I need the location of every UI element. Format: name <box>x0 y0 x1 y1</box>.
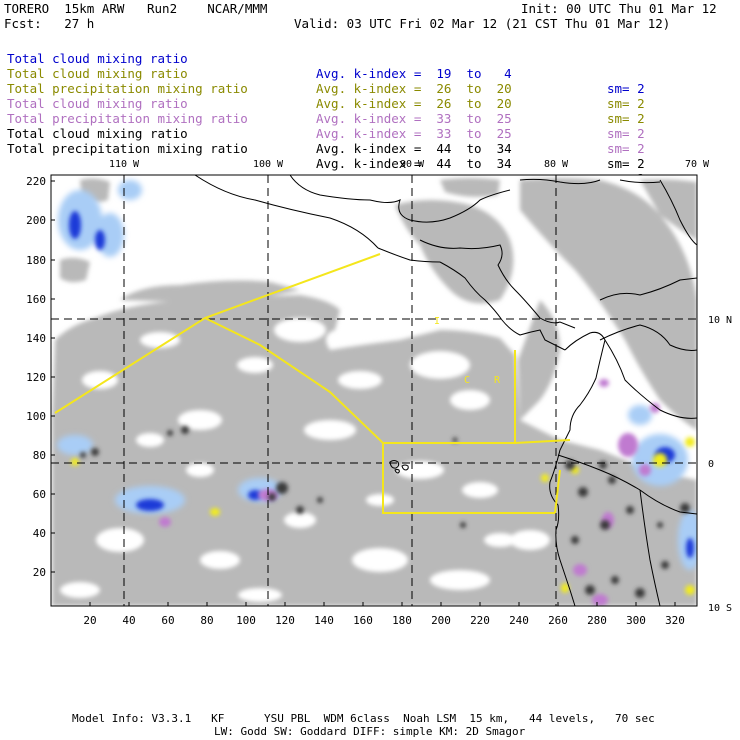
legend-row: Total cloud mixing ratio Avg. k-index = … <box>7 51 645 126</box>
cloud-gaps <box>60 318 550 602</box>
x-tick-label: 280 <box>587 614 607 627</box>
x-tick-label: 120 <box>275 614 295 627</box>
latitude-labels: 10 N 0 10 S <box>708 315 732 614</box>
y-tick-label: 180 <box>26 254 46 267</box>
x-tick-label: 300 <box>626 614 646 627</box>
x-tick-label: 320 <box>665 614 685 627</box>
annotation-letter: R <box>494 375 501 386</box>
dark-precip-core <box>80 426 690 598</box>
legend-field: Total precipitation mixing ratio <box>7 111 248 126</box>
legend-field: Total precipitation mixing ratio <box>7 141 248 156</box>
lat-label: 10 N <box>708 315 732 326</box>
x-tick-label: 240 <box>509 614 529 627</box>
valid-time: Valid: 03 UTC Fri 02 Mar 12 (21 CST Thu … <box>294 16 671 31</box>
lat-label: 0 <box>708 459 714 470</box>
physics-info: LW: Godd SW: Goddard DIFF: simple KM: 2D… <box>214 725 526 738</box>
x-tick-label: 200 <box>431 614 451 627</box>
x-tick-label: 160 <box>353 614 373 627</box>
init-time: Init: 00 UTC Thu 01 Mar 12 <box>521 1 717 16</box>
lon-label: 80 W <box>544 159 569 170</box>
legend-row: Total cloud mixing ratio Avg. k-index = … <box>7 36 645 111</box>
x-tick-label: 180 <box>392 614 412 627</box>
x-tick-label: 140 <box>314 614 334 627</box>
y-tick-label: 140 <box>26 332 46 345</box>
annotation-letter: I <box>434 316 440 327</box>
lon-label: 100 W <box>253 159 284 170</box>
model-info: Model Info: V3.3.1 KF YSU PBL WDM 6class… <box>72 712 655 725</box>
legend-row: Total precipitation mixing ratio Avg. k-… <box>7 66 645 141</box>
x-axis: 20 40 60 80 100 120 140 160 180 200 220 … <box>83 614 685 627</box>
legend-kindex: Avg. k-index = 19 to 4 <box>316 66 512 81</box>
legend-field: Total precipitation mixing ratio <box>7 81 248 96</box>
y-axis-ticks <box>51 180 55 573</box>
x-tick-label: 100 <box>236 614 256 627</box>
x-axis-ticks <box>89 602 676 606</box>
legend-field: Total cloud mixing ratio <box>7 96 188 111</box>
x-tick-label: 20 <box>83 614 96 627</box>
legend-kindex: Avg. k-index = 44 to 34 <box>316 156 512 171</box>
legend-field: Total cloud mixing ratio <box>7 66 188 81</box>
model-title: TORERO 15km ARW Run2 NCAR/MMM <box>4 1 268 16</box>
legend-sm: sm= 2 <box>607 81 645 96</box>
y-tick-label: 40 <box>33 527 46 540</box>
legend-kindex: Avg. k-index = 44 to 34 <box>316 141 512 156</box>
latlon-grid <box>51 175 697 606</box>
blue-cloud-core <box>69 211 694 558</box>
y-tick-label: 200 <box>26 214 46 227</box>
legend-sm: sm= 2 <box>607 96 645 111</box>
y-tick-label: 100 <box>26 410 46 423</box>
legend-sm: sm= 2 <box>607 111 645 126</box>
forecast-hour: Fcst: 27 h <box>4 16 95 31</box>
y-tick-label: 220 <box>26 175 46 188</box>
legend-sm: sm= 2 <box>607 126 645 141</box>
y-tick-label: 120 <box>26 371 46 384</box>
legend-field: Total cloud mixing ratio <box>7 126 188 141</box>
x-tick-label: 40 <box>122 614 135 627</box>
x-tick-label: 260 <box>548 614 568 627</box>
legend-kindex: Avg. k-index = 26 to 20 <box>316 96 512 111</box>
longitude-labels: 110 W 100 W 90 W 80 W 70 W <box>109 159 710 170</box>
y-tick-label: 60 <box>33 488 46 501</box>
x-tick-label: 60 <box>161 614 174 627</box>
legend-sm: sm= 2 <box>607 156 645 171</box>
lon-label: 90 W <box>400 159 425 170</box>
y-tick-label: 20 <box>33 566 46 579</box>
legend-row: Total precipitation mixing ratio Avg. k-… <box>7 96 645 171</box>
lat-label: 10 S <box>708 603 732 614</box>
map-frame <box>50 174 698 607</box>
x-tick-label: 80 <box>200 614 213 627</box>
y-tick-label: 80 <box>33 449 46 462</box>
lon-label: 70 W <box>685 159 710 170</box>
flight-track <box>54 253 571 514</box>
annotation-letter: C <box>464 375 470 386</box>
legend-row: Total cloud mixing ratio Avg. k-index = … <box>7 111 645 186</box>
y-tick-label: 160 <box>26 293 46 306</box>
lon-label: 110 W <box>109 159 140 170</box>
legend-field: Total cloud mixing ratio <box>7 51 188 66</box>
legend-kindex: Avg. k-index = 33 to 25 <box>316 126 512 141</box>
y-axis: 220 200 180 160 140 120 100 80 60 40 20 <box>26 175 46 579</box>
legend-row: Total cloud mixing ratio Avg. k-index = … <box>7 81 645 156</box>
x-tick-label: 220 <box>470 614 490 627</box>
legend-sm: sm= 2 <box>607 141 645 156</box>
legend-kindex: Avg. k-index = 33 to 25 <box>316 111 512 126</box>
legend-kindex: Avg. k-index = 26 to 20 <box>316 81 512 96</box>
